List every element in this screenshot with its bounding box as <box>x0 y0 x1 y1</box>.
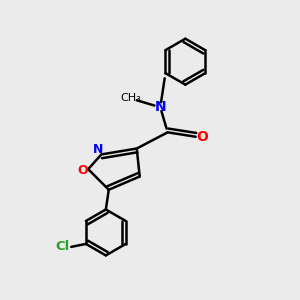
Text: CH₃: CH₃ <box>121 94 141 103</box>
Text: O: O <box>196 130 208 144</box>
Text: O: O <box>77 164 88 177</box>
Text: Cl: Cl <box>56 240 70 254</box>
Text: N: N <box>93 142 103 156</box>
Text: N: N <box>154 100 166 114</box>
